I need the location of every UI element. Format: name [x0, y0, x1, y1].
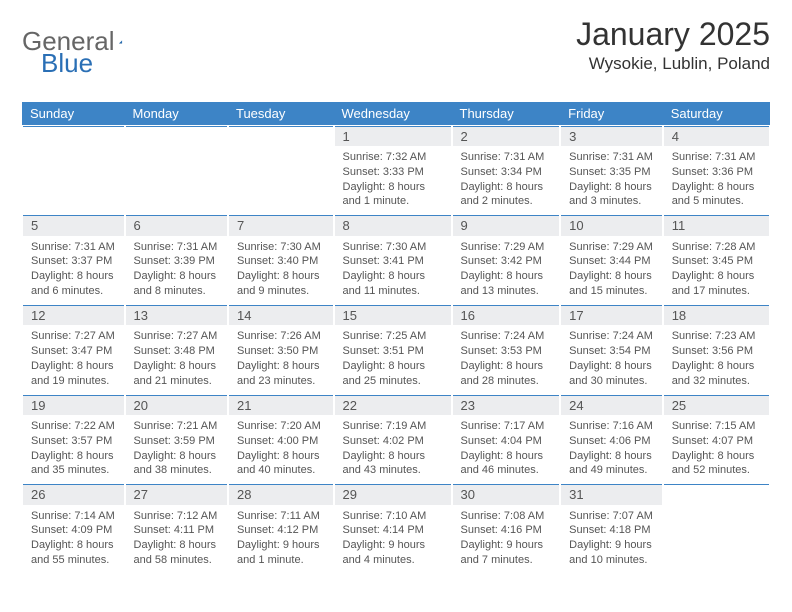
- day-details: Sunrise: 7:30 AMSunset: 3:40 PMDaylight:…: [229, 238, 333, 303]
- detail-row: Sunrise: 7:31 AMSunset: 3:37 PMDaylight:…: [22, 237, 770, 304]
- day-details: Sunrise: 7:31 AMSunset: 3:35 PMDaylight:…: [561, 148, 662, 213]
- day-details: Sunrise: 7:27 AMSunset: 3:48 PMDaylight:…: [126, 327, 227, 392]
- day-details: Sunrise: 7:31 AMSunset: 3:34 PMDaylight:…: [453, 148, 560, 213]
- day-number-empty: [126, 126, 227, 146]
- daynum-row: 262728293031: [22, 483, 770, 505]
- day-number: 30: [453, 484, 560, 504]
- col-monday: Monday: [125, 102, 228, 125]
- day-number: 31: [561, 484, 662, 504]
- day-number: 16: [453, 305, 560, 325]
- detail-row: Sunrise: 7:14 AMSunset: 4:09 PMDaylight:…: [22, 506, 770, 573]
- day-number: 24: [561, 395, 662, 415]
- day-number: 22: [335, 395, 451, 415]
- day-details: Sunrise: 7:32 AMSunset: 3:33 PMDaylight:…: [335, 148, 451, 213]
- day-details: Sunrise: 7:23 AMSunset: 3:56 PMDaylight:…: [664, 327, 769, 392]
- col-friday: Friday: [560, 102, 663, 125]
- day-number: 29: [335, 484, 451, 504]
- day-details: Sunrise: 7:20 AMSunset: 4:00 PMDaylight:…: [229, 417, 333, 482]
- detail-row: Sunrise: 7:32 AMSunset: 3:33 PMDaylight:…: [22, 147, 770, 214]
- sail-icon: [119, 32, 123, 52]
- brand-part2: Blue: [41, 48, 93, 79]
- day-number: 10: [561, 215, 662, 235]
- day-number: 1: [335, 126, 451, 146]
- title-block: January 2025 Wysokie, Lublin, Poland: [576, 18, 770, 74]
- calendar-body: 1234 Sunrise: 7:32 AMSunset: 3:33 PMDayl…: [22, 125, 770, 573]
- day-number: 20: [126, 395, 227, 415]
- day-details-empty: [23, 152, 124, 210]
- day-details: Sunrise: 7:08 AMSunset: 4:16 PMDaylight:…: [453, 507, 560, 572]
- location-text: Wysokie, Lublin, Poland: [576, 54, 770, 74]
- day-details: Sunrise: 7:29 AMSunset: 3:42 PMDaylight:…: [453, 238, 560, 303]
- day-number: 21: [229, 395, 333, 415]
- day-details: Sunrise: 7:11 AMSunset: 4:12 PMDaylight:…: [229, 507, 333, 572]
- day-details: Sunrise: 7:30 AMSunset: 3:41 PMDaylight:…: [335, 238, 451, 303]
- col-tuesday: Tuesday: [228, 102, 334, 125]
- daynum-row: 12131415161718: [22, 304, 770, 326]
- day-number: 18: [664, 305, 769, 325]
- day-number: 28: [229, 484, 333, 504]
- day-number: 14: [229, 305, 333, 325]
- day-number: 19: [23, 395, 124, 415]
- day-details: Sunrise: 7:31 AMSunset: 3:36 PMDaylight:…: [664, 148, 769, 213]
- day-details: Sunrise: 7:19 AMSunset: 4:02 PMDaylight:…: [335, 417, 451, 482]
- calendar-table: Sunday Monday Tuesday Wednesday Thursday…: [22, 102, 770, 573]
- day-number: 15: [335, 305, 451, 325]
- day-number: 5: [23, 215, 124, 235]
- day-number-empty: [664, 484, 769, 504]
- day-number: 8: [335, 215, 451, 235]
- day-details: Sunrise: 7:17 AMSunset: 4:04 PMDaylight:…: [453, 417, 560, 482]
- day-number: 3: [561, 126, 662, 146]
- day-number: 9: [453, 215, 560, 235]
- day-number: 12: [23, 305, 124, 325]
- day-number: 27: [126, 484, 227, 504]
- day-number: 7: [229, 215, 333, 235]
- day-details: Sunrise: 7:07 AMSunset: 4:18 PMDaylight:…: [561, 507, 662, 572]
- month-title: January 2025: [576, 18, 770, 52]
- day-details: Sunrise: 7:16 AMSunset: 4:06 PMDaylight:…: [561, 417, 662, 482]
- day-details: Sunrise: 7:12 AMSunset: 4:11 PMDaylight:…: [126, 507, 227, 572]
- day-number: 2: [453, 126, 560, 146]
- day-details-empty: [126, 152, 227, 210]
- day-details: Sunrise: 7:15 AMSunset: 4:07 PMDaylight:…: [664, 417, 769, 482]
- day-details: Sunrise: 7:10 AMSunset: 4:14 PMDaylight:…: [335, 507, 451, 572]
- day-details: Sunrise: 7:22 AMSunset: 3:57 PMDaylight:…: [23, 417, 124, 482]
- day-details: Sunrise: 7:26 AMSunset: 3:50 PMDaylight:…: [229, 327, 333, 392]
- col-saturday: Saturday: [663, 102, 770, 125]
- col-sunday: Sunday: [22, 102, 125, 125]
- day-details: Sunrise: 7:25 AMSunset: 3:51 PMDaylight:…: [335, 327, 451, 392]
- day-number: 13: [126, 305, 227, 325]
- daynum-row: 1234: [22, 125, 770, 147]
- day-details: Sunrise: 7:27 AMSunset: 3:47 PMDaylight:…: [23, 327, 124, 392]
- header: General January 2025 Wysokie, Lublin, Po…: [22, 18, 770, 74]
- day-number: 26: [23, 484, 124, 504]
- col-thursday: Thursday: [452, 102, 561, 125]
- col-wednesday: Wednesday: [334, 102, 452, 125]
- day-number: 25: [664, 395, 769, 415]
- day-details-empty: [664, 510, 769, 568]
- daynum-row: 567891011: [22, 214, 770, 236]
- day-number: 17: [561, 305, 662, 325]
- day-details-empty: [229, 152, 333, 210]
- day-details: Sunrise: 7:21 AMSunset: 3:59 PMDaylight:…: [126, 417, 227, 482]
- detail-row: Sunrise: 7:27 AMSunset: 3:47 PMDaylight:…: [22, 326, 770, 393]
- daynum-row: 19202122232425: [22, 394, 770, 416]
- day-details: Sunrise: 7:24 AMSunset: 3:53 PMDaylight:…: [453, 327, 560, 392]
- day-details: Sunrise: 7:31 AMSunset: 3:37 PMDaylight:…: [23, 238, 124, 303]
- day-header-row: Sunday Monday Tuesday Wednesday Thursday…: [22, 102, 770, 125]
- day-details: Sunrise: 7:28 AMSunset: 3:45 PMDaylight:…: [664, 238, 769, 303]
- day-number: 4: [664, 126, 769, 146]
- day-details: Sunrise: 7:14 AMSunset: 4:09 PMDaylight:…: [23, 507, 124, 572]
- day-number-empty: [229, 126, 333, 146]
- detail-row: Sunrise: 7:22 AMSunset: 3:57 PMDaylight:…: [22, 416, 770, 483]
- day-number: 23: [453, 395, 560, 415]
- day-details: Sunrise: 7:31 AMSunset: 3:39 PMDaylight:…: [126, 238, 227, 303]
- day-number: 11: [664, 215, 769, 235]
- day-number-empty: [23, 126, 124, 146]
- day-details: Sunrise: 7:24 AMSunset: 3:54 PMDaylight:…: [561, 327, 662, 392]
- day-details: Sunrise: 7:29 AMSunset: 3:44 PMDaylight:…: [561, 238, 662, 303]
- day-number: 6: [126, 215, 227, 235]
